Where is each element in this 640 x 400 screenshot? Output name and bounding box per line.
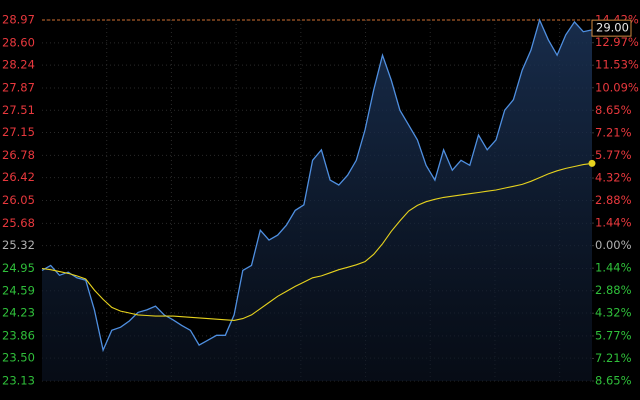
y-tick-label: 23.50 <box>2 351 35 365</box>
y-tick-label: 28.24 <box>2 58 35 72</box>
average-line <box>41 162 593 321</box>
y2-tick-label: 5.77% <box>595 328 632 342</box>
y-tick-label: 25.68 <box>2 216 35 230</box>
y2-tick-label: 8.65% <box>595 374 632 388</box>
y2-tick-label: 4.32% <box>595 171 632 185</box>
last-price-label: 29.00 <box>596 21 629 35</box>
y-tick-label: 25.32 <box>2 238 35 252</box>
y-tick-label: 24.95 <box>2 261 35 275</box>
y-tick-label: 23.86 <box>2 328 35 342</box>
price-line <box>41 18 593 353</box>
y-tick-label: 28.97 <box>2 13 35 27</box>
average-end-dot <box>588 159 596 167</box>
y2-tick-label: 11.53% <box>595 58 639 72</box>
y2-tick-label: 5.77% <box>595 148 632 162</box>
last-price-box <box>591 19 632 37</box>
y2-tick-label: 12.97% <box>595 35 639 49</box>
y2-tick-label: 2.88% <box>595 193 632 207</box>
y-tick-label: 24.59 <box>2 283 35 297</box>
y2-tick-label: 2.88% <box>595 283 632 297</box>
y2-tick-label: 7.21% <box>595 351 632 365</box>
y-tick-label: 28.60 <box>2 35 35 49</box>
price-area <box>42 20 592 381</box>
y-tick-label: 24.23 <box>2 306 35 320</box>
y-tick-label: 27.51 <box>2 103 35 117</box>
y-tick-label: 23.13 <box>2 374 35 388</box>
y2-tick-label: 4.32% <box>595 306 632 320</box>
y-tick-label: 27.87 <box>2 80 35 94</box>
y2-tick-label: 1.44% <box>595 216 632 230</box>
y-tick-label: 26.42 <box>2 170 35 184</box>
y2-tick-label: 8.65% <box>595 103 632 117</box>
y-tick-label: 26.78 <box>2 148 35 162</box>
y2-tick-label: 10.09% <box>595 80 639 94</box>
y-tick-label: 27.15 <box>2 125 35 139</box>
y2-tick-label: 0.00% <box>595 238 632 252</box>
y2-tick-label: 7.21% <box>595 125 632 139</box>
y2-tick-label: 1.44% <box>595 261 632 275</box>
y-tick-label: 26.05 <box>2 193 35 207</box>
